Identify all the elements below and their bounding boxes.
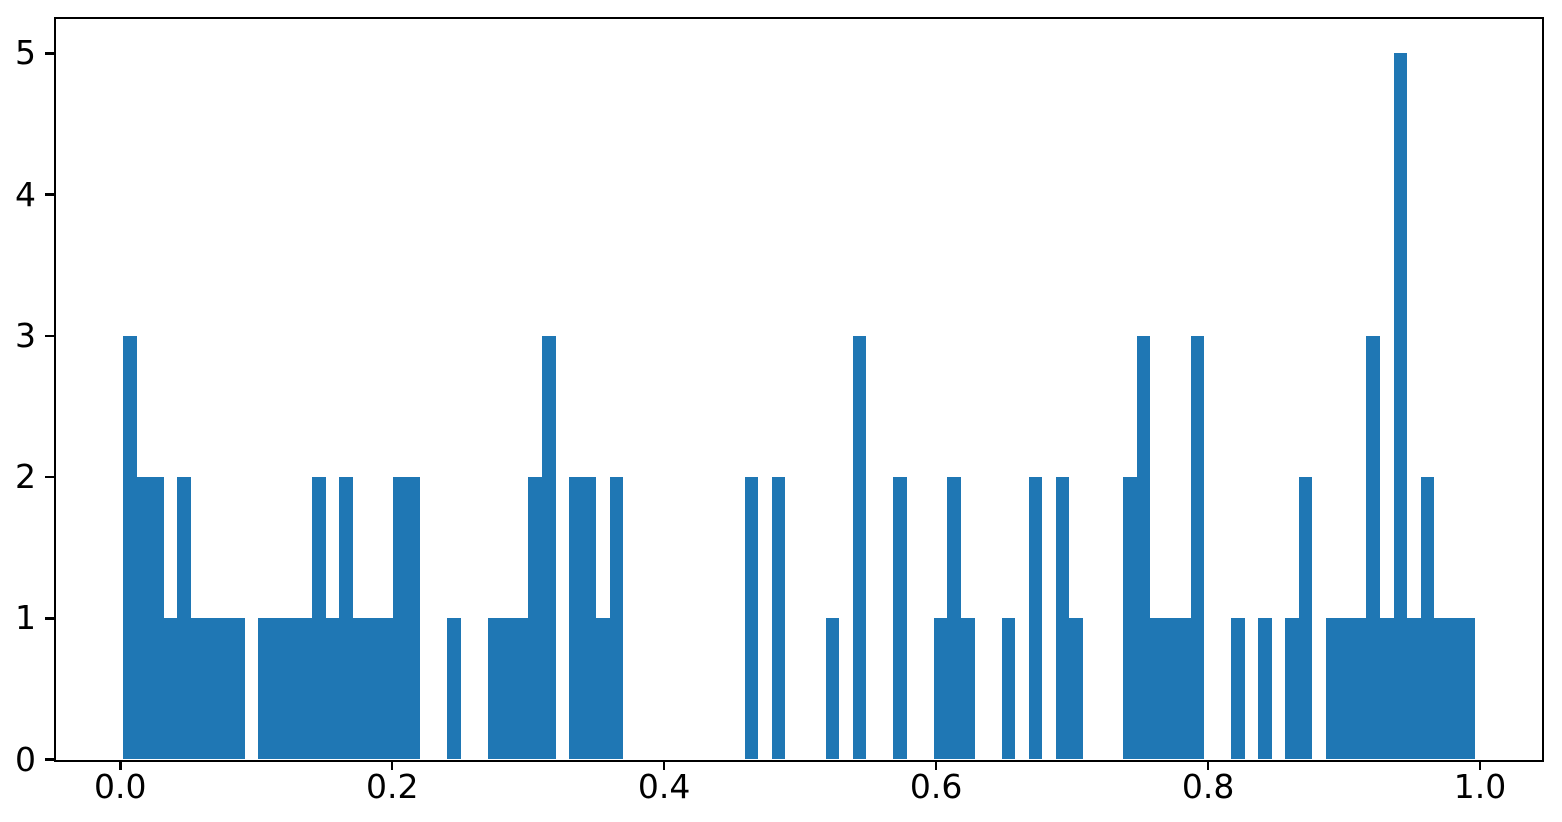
histogram-bar <box>893 477 907 760</box>
histogram-bar <box>1231 618 1245 760</box>
histogram-bar <box>1150 618 1164 760</box>
histogram-bar <box>610 477 623 760</box>
y-axis-tick-label: 4 <box>15 174 36 214</box>
histogram-bar <box>515 618 528 760</box>
histogram-bar <box>1339 618 1353 760</box>
histogram-bar <box>1056 477 1069 760</box>
histogram-bar <box>393 477 407 760</box>
histogram-bar <box>583 477 596 760</box>
histogram-bar <box>1029 477 1042 760</box>
plot-area <box>54 17 1544 762</box>
x-axis-tick-label: 0.2 <box>365 767 419 806</box>
histogram-bar <box>1421 477 1434 760</box>
histogram-bar <box>1191 335 1204 760</box>
x-axis-tick-label: 0.8 <box>1181 767 1235 806</box>
histogram-bar <box>164 618 177 760</box>
x-axis-tick-label: 0.6 <box>909 767 963 806</box>
histogram-bar <box>569 477 583 760</box>
histogram-bar <box>1434 618 1448 760</box>
y-axis-tick-label: 0 <box>15 739 36 779</box>
histogram-bar <box>1326 618 1339 760</box>
histogram-bar <box>312 477 326 760</box>
x-axis-tick <box>934 762 938 770</box>
x-axis-tick-label: 0.4 <box>637 767 691 806</box>
histogram-bar <box>150 477 164 760</box>
histogram-bar <box>1366 335 1380 760</box>
y-axis-tick <box>45 758 54 761</box>
histogram-bar <box>1177 618 1191 760</box>
histogram-bar <box>380 618 393 760</box>
histogram-bar <box>285 618 299 760</box>
histogram-bar <box>1380 618 1394 760</box>
histogram-bar <box>272 618 285 760</box>
histogram-bar <box>1461 618 1475 760</box>
y-axis-tick-label: 1 <box>15 598 36 638</box>
histogram-bar <box>596 618 610 760</box>
histogram-bar <box>299 618 312 760</box>
histogram-bar <box>488 618 501 760</box>
histogram-bar <box>1137 335 1150 760</box>
histogram-bar <box>258 618 272 760</box>
y-axis-tick-label: 5 <box>15 33 36 73</box>
histogram-bar <box>1258 618 1272 760</box>
y-axis-tick-label: 2 <box>15 457 36 497</box>
histogram-bar <box>218 618 231 760</box>
histogram-bar <box>961 618 975 760</box>
histogram-bar <box>191 618 204 760</box>
histogram-bar <box>204 618 218 760</box>
histogram-bar <box>1448 618 1461 760</box>
y-axis-tick <box>45 193 54 196</box>
histogram-bar <box>1407 618 1421 760</box>
y-axis-tick <box>45 334 54 338</box>
x-axis-tick <box>1206 762 1210 770</box>
histogram-bar <box>177 477 191 760</box>
y-axis-tick <box>45 52 54 55</box>
histogram-bar <box>934 618 947 760</box>
x-axis-tick <box>119 762 122 770</box>
histogram-bar <box>745 477 758 760</box>
histogram-bar <box>853 335 866 760</box>
y-axis-tick-label: 3 <box>15 315 36 355</box>
histogram-bar <box>542 335 556 760</box>
histogram-bar <box>772 477 785 760</box>
x-axis-tick <box>662 762 666 770</box>
histogram-bar <box>1164 618 1177 760</box>
histogram-bar <box>528 477 542 760</box>
histogram-bar <box>447 618 461 760</box>
histogram-bar <box>231 618 245 760</box>
y-axis-tick <box>45 475 54 479</box>
histogram-bar <box>1069 618 1083 760</box>
x-axis-tick-label: 0.0 <box>94 767 147 806</box>
histogram-bar <box>353 618 366 760</box>
histogram-bar <box>407 477 420 760</box>
histogram-bar <box>1353 618 1366 760</box>
histogram-bar <box>339 477 353 760</box>
histogram-bar <box>1394 53 1407 760</box>
x-axis-tick <box>1478 762 1482 770</box>
x-axis-tick-label: 1.0 <box>1453 767 1507 806</box>
histogram-bar <box>366 618 380 760</box>
histogram-bar <box>137 477 150 760</box>
histogram-bar <box>501 618 515 760</box>
histogram-bar <box>123 335 137 760</box>
histogram-bar <box>1002 618 1015 760</box>
histogram-bar <box>1123 477 1137 760</box>
histogram-bar <box>1299 477 1312 760</box>
histogram-bar <box>826 618 839 760</box>
histogram-bar <box>947 477 961 760</box>
y-axis-tick <box>45 617 54 620</box>
histogram-bar <box>1285 618 1299 760</box>
histogram-bar <box>326 618 339 760</box>
x-axis-tick <box>390 762 394 770</box>
